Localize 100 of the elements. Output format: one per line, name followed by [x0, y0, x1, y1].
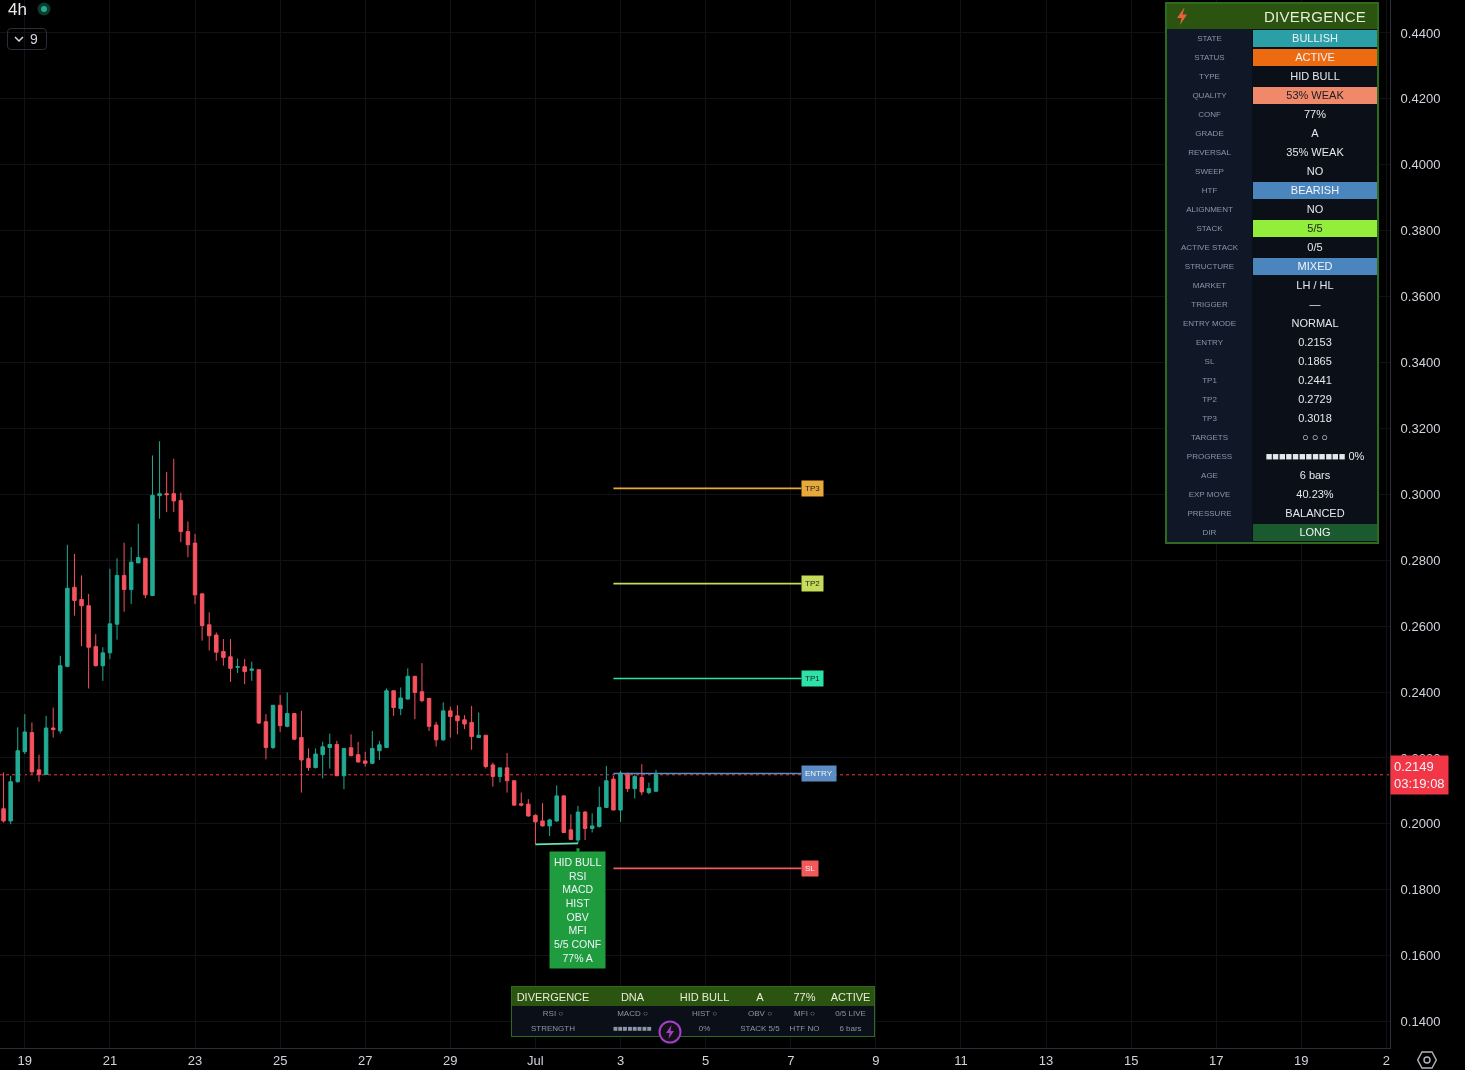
series-label: TP2	[805, 579, 821, 588]
text: STACK 5/5	[740, 1024, 780, 1033]
candlestick	[341, 747, 347, 790]
candlestick	[150, 454, 155, 597]
text: A	[1311, 127, 1319, 139]
y-tick-label: 0.2000	[1400, 816, 1441, 832]
text: 6 bars	[839, 1024, 862, 1033]
candlestick	[568, 813, 574, 841]
candlestick	[327, 733, 333, 770]
candlestick	[561, 794, 567, 834]
category-label: PROGRESS	[1167, 447, 1252, 466]
candlestick	[185, 520, 191, 558]
candlestick	[58, 655, 63, 735]
candlestick	[249, 661, 254, 682]
candlestick	[313, 747, 318, 770]
text: DIVERGENCE	[1262, 7, 1368, 27]
annotation: HID BULL RSI MACD HIST OBV MFI 5/5 CONF 77% A	[554, 856, 602, 964]
text: 0.3018	[1298, 412, 1332, 424]
candlestick	[178, 492, 184, 543]
category-label: MARKET	[1167, 276, 1252, 295]
x-tick-label: 7	[787, 1052, 795, 1068]
x-tick-label: 21	[102, 1052, 118, 1068]
category-label: HTF	[1167, 181, 1252, 200]
category-label: STATE	[1167, 29, 1252, 48]
annotation: 9	[30, 31, 38, 47]
candlestick	[476, 712, 481, 739]
x-tick-label: 19	[17, 1052, 33, 1068]
category-label: PRESSURE	[1167, 504, 1252, 523]
candlestick	[50, 707, 56, 739]
candlestick	[384, 687, 389, 748]
x-tick-label: 17	[1209, 1052, 1224, 1068]
y-tick-label: 0.1400	[1400, 1014, 1441, 1030]
text: ACTIVE	[1295, 51, 1335, 63]
text: LH / HL	[1296, 279, 1334, 291]
candlestick	[65, 544, 70, 668]
text: HID BULL	[679, 990, 730, 1003]
candlestick	[36, 754, 42, 783]
text: 0.1865	[1298, 355, 1332, 367]
candlestick	[206, 611, 212, 652]
text: BALANCED	[1285, 507, 1345, 519]
candlestick	[199, 593, 205, 642]
ref-line-label: 0.2149 03:19:08	[1394, 759, 1445, 791]
category-label: SWEEP	[1167, 162, 1252, 181]
text: DNA	[620, 990, 645, 1003]
candlestick	[292, 713, 297, 741]
text: 0/5	[1307, 241, 1323, 253]
candlestick	[143, 557, 148, 599]
category-label: TP1	[1167, 371, 1252, 390]
candlestick	[618, 770, 623, 823]
text: MFI ○	[794, 1009, 815, 1018]
candlestick	[433, 721, 439, 747]
category-label: TP2	[1167, 390, 1252, 409]
x-tick-label: 27	[358, 1052, 373, 1068]
text: MACD ○	[617, 1009, 648, 1018]
y-tick-label: 0.1600	[1400, 948, 1441, 964]
text: 0.2729	[1298, 393, 1332, 405]
candlestick	[8, 775, 13, 825]
text: 77%	[1303, 108, 1327, 120]
candlestick	[299, 710, 304, 794]
y-tick-label: 0.2600	[1400, 618, 1441, 634]
x-tick-label: 29	[443, 1052, 458, 1068]
text: ■■■■■■■■■■■■ 0%	[1265, 450, 1365, 462]
candlestick	[29, 721, 35, 775]
candlestick	[604, 765, 609, 808]
candlestick	[575, 805, 581, 844]
series-label: ENTRY	[805, 769, 833, 778]
text: NO	[1306, 165, 1324, 177]
text: LONG	[1299, 526, 1331, 538]
text: STRENGTH	[531, 1024, 575, 1033]
candlestick	[157, 440, 162, 520]
candlestick	[405, 667, 411, 701]
text: 0.2441	[1298, 374, 1332, 386]
category-label: STATUS	[1167, 48, 1252, 67]
candlestick	[136, 523, 141, 564]
candlestick	[22, 713, 28, 755]
x-tick-label: 15	[1123, 1052, 1139, 1068]
candlestick	[100, 646, 106, 682]
category-label: ENTRY MODE	[1167, 314, 1252, 333]
candlestick	[490, 762, 496, 788]
candlestick	[164, 471, 169, 513]
text: 5/5	[1307, 222, 1323, 234]
candlestick	[455, 704, 460, 735]
candlestick	[277, 694, 283, 733]
category-label: TARGETS	[1167, 428, 1252, 447]
candlestick	[72, 553, 77, 617]
candlestick	[448, 706, 453, 739]
candlestick	[511, 780, 517, 807]
x-tick-label: 11	[954, 1052, 968, 1068]
x-tick-label: Jul	[527, 1052, 544, 1068]
candlestick	[86, 593, 91, 689]
y-tick-label: 0.3200	[1400, 420, 1441, 436]
text: HID BULL	[1290, 70, 1340, 82]
text: NO	[1306, 203, 1324, 215]
text: 35% WEAK	[1286, 146, 1344, 158]
y-tick-label: 0.4000	[1400, 157, 1441, 173]
text: 40.23%	[1296, 488, 1334, 500]
candlestick	[469, 705, 474, 751]
candlestick	[533, 813, 538, 845]
candlestick	[625, 771, 630, 793]
candlestick	[214, 631, 219, 662]
